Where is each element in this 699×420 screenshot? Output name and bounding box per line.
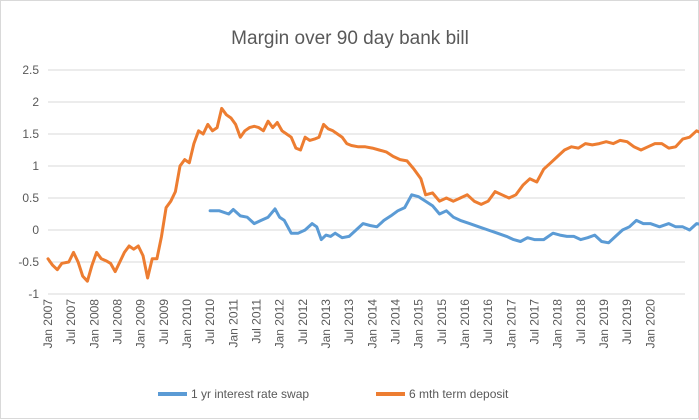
legend-label-term-deposit: 6 mth term deposit	[409, 387, 509, 401]
y-gridlines	[48, 69, 685, 295]
y-tick-label: -0.5	[18, 255, 39, 269]
x-tick-label: Jan 2012	[273, 299, 287, 349]
y-tick-label: 1	[32, 159, 39, 173]
legend: 1 yr interest rate swap 6 mth term depos…	[158, 387, 509, 401]
x-tick-label: Jul 2010	[203, 299, 217, 345]
x-tick-label: Jul 2014	[388, 299, 402, 345]
chart-title: Margin over 90 day bank bill	[231, 28, 469, 49]
y-tick-label: 2	[32, 95, 39, 109]
x-tick-label: Jul 2019	[620, 299, 634, 345]
x-tick-label: Jul 2012	[296, 299, 310, 345]
x-tick-label: Jan 2008	[87, 299, 101, 349]
x-tick-label: Jan 2007	[41, 299, 55, 349]
y-axis-ticks: 2.5 2 1.5 1 0.5 0 -0.5 -1	[18, 63, 39, 301]
series-lines	[46, 106, 699, 283]
x-tick-label: Jan 2018	[551, 299, 565, 349]
x-tick-label: Jul 2009	[157, 299, 171, 345]
x-tick-label: Jul 2017	[527, 299, 541, 345]
x-tick-label: Jan 2016	[458, 299, 472, 349]
x-tick-label: Jul 2008	[110, 299, 124, 345]
x-tick-label: Jan 2009	[134, 299, 148, 349]
series-line-term-deposit	[46, 106, 699, 283]
x-tick-label: Jan 2010	[180, 299, 194, 349]
series-line-swap	[208, 193, 699, 245]
x-tick-label: Jan 2017	[504, 299, 518, 349]
x-axis-ticks: Jan 2007 Jul 2007 Jan 2008 Jul 2008 Jan 2009…	[41, 299, 657, 349]
x-tick-label: Jan 2015	[412, 299, 426, 349]
y-tick-label: 2.5	[22, 63, 39, 77]
y-tick-label: 0	[32, 223, 39, 237]
x-tick-label: Jul 2011	[249, 299, 263, 344]
y-tick-label: 1.5	[22, 127, 39, 141]
x-tick-label: Jan 2020	[643, 299, 657, 349]
x-tick-label: Jul 2013	[342, 299, 356, 345]
y-tick-label: 0.5	[22, 191, 39, 205]
x-tick-label: Jan 2014	[365, 299, 379, 349]
x-tick-label: Jan 2011	[226, 299, 240, 348]
x-tick-label: Jan 2013	[319, 299, 333, 349]
x-tick-label: Jul 2015	[435, 299, 449, 345]
y-tick-label: -1	[28, 287, 39, 301]
legend-label-swap: 1 yr interest rate swap	[191, 387, 309, 401]
x-tick-label: Jan 2019	[597, 299, 611, 349]
x-tick-label: Jul 2016	[481, 299, 495, 345]
x-tick-label: Jul 2007	[64, 299, 78, 345]
x-tick-label: Jul 2018	[574, 299, 588, 345]
